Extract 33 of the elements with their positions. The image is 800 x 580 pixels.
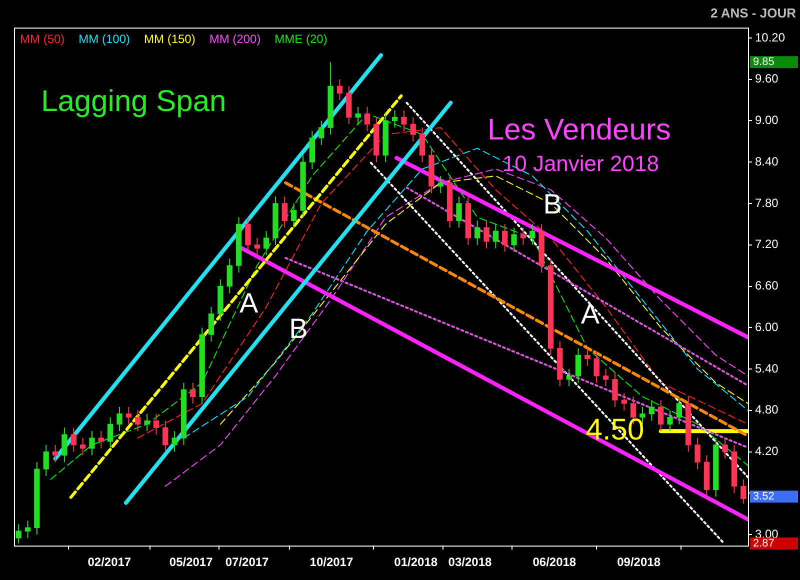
y-tick-label: 7.80 xyxy=(755,196,779,210)
chart-subtitle: 2 ANS - JOUR xyxy=(710,5,797,20)
x-tick-label: 10/2017 xyxy=(310,555,354,570)
x-tick-label: 03/2018 xyxy=(448,555,492,570)
y-tick-label: 10.20 xyxy=(755,30,786,44)
annotation: A xyxy=(240,287,259,318)
text: MM (50) xyxy=(20,32,65,46)
annotation: A xyxy=(580,298,600,330)
y-tick-label: 7.20 xyxy=(755,237,779,252)
annotation: Les Vendeurs xyxy=(487,113,671,146)
x-tick-label: 06/2018 xyxy=(532,555,576,570)
x-tick-label: 01/2018 xyxy=(394,555,438,570)
text: 2.87 xyxy=(753,538,774,550)
x-tick-label: 07/2017 xyxy=(225,555,270,570)
x-tick-label: 09/2018 xyxy=(617,555,661,570)
text: 3.52 xyxy=(753,490,774,503)
y-tick-label: 9.60 xyxy=(755,72,779,86)
y-tick-label: 6.60 xyxy=(755,278,779,293)
text: 9.85 xyxy=(753,56,774,68)
x-tick-label: 05/2017 xyxy=(169,555,214,570)
y-tick-label: 8.40 xyxy=(755,154,779,168)
y-tick-label: 9.00 xyxy=(755,113,779,128)
y-tick-label: 4.80 xyxy=(755,402,779,417)
text: MM (100) xyxy=(78,32,130,46)
text: MM (150) xyxy=(144,32,196,46)
x-tick-label: 02/2017 xyxy=(88,555,132,570)
y-tick-label: 5.40 xyxy=(755,361,779,376)
text: MM (200) xyxy=(209,32,261,46)
y-tick-label: 6.00 xyxy=(755,320,779,334)
text: MME (20) xyxy=(274,32,328,46)
y-tick-label: 4.20 xyxy=(755,444,779,458)
annotation: Lagging Span xyxy=(41,84,226,118)
annotation: 10 Janvier 2018 xyxy=(502,150,659,176)
